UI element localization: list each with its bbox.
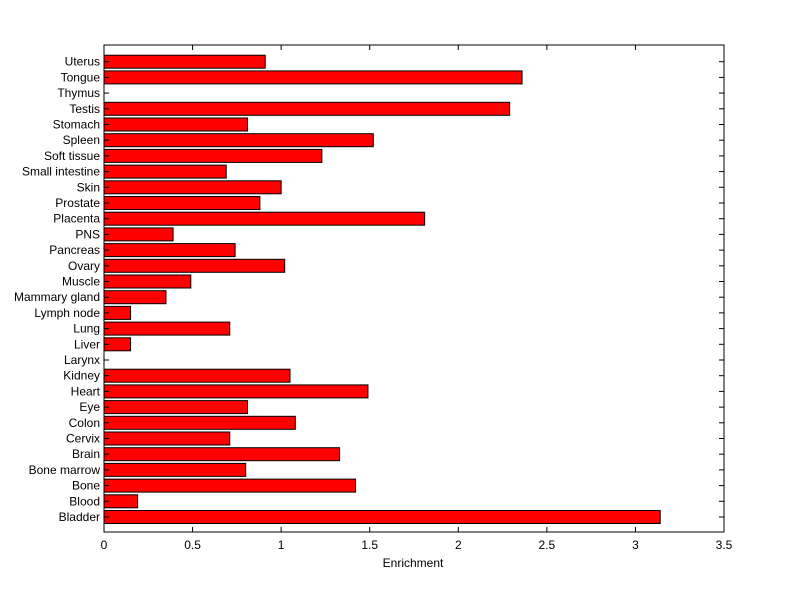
bar-mammary-gland <box>103 290 167 305</box>
x-tick-label: 2.5 <box>539 538 556 552</box>
x-axis-label: Enrichment <box>383 556 444 570</box>
y-tick-label: Thymus <box>57 86 100 100</box>
x-tick-label: 2 <box>455 538 462 552</box>
x-tick-label: 0.5 <box>184 538 201 552</box>
bar-pns <box>103 227 174 242</box>
bar-testis <box>103 101 511 116</box>
bar-cervix <box>103 431 231 446</box>
bar-kidney <box>103 368 291 383</box>
y-tick-label: Mammary gland <box>14 290 100 304</box>
bar-bone-marrow <box>103 462 247 477</box>
bar-blood <box>103 494 139 509</box>
bar-bladder <box>103 510 661 524</box>
bar-pancreas <box>103 243 236 258</box>
y-tick-label: Brain <box>72 447 100 461</box>
bars-group <box>103 54 661 524</box>
y-tick-label: Muscle <box>62 275 100 289</box>
y-tick-label: Bone marrow <box>29 463 101 477</box>
x-tick-label: 1.5 <box>361 538 378 552</box>
bar-prostate <box>103 196 261 210</box>
y-tick-label: Pancreas <box>49 243 100 257</box>
bar-tongue <box>103 70 523 85</box>
y-tick-label: Stomach <box>53 118 100 132</box>
bar-ovary <box>103 258 286 273</box>
y-tick-label: Prostate <box>55 196 100 210</box>
bar-spleen <box>103 133 374 148</box>
y-tick-label: Ovary <box>68 259 100 273</box>
bar-small-intestine <box>103 164 227 179</box>
y-tick-label: Placenta <box>53 212 100 226</box>
y-tick-label: Lung <box>73 322 100 336</box>
bar-soft-tissue <box>103 148 323 163</box>
y-tick-label: Testis <box>69 102 100 116</box>
bar-uterus <box>103 54 266 69</box>
y-tick-label: Spleen <box>63 133 100 147</box>
bar-heart <box>103 384 369 399</box>
bar-brain <box>103 447 341 462</box>
y-tick-label: Kidney <box>63 369 100 383</box>
bar-colon <box>103 415 296 430</box>
y-tick-label: Small intestine <box>22 165 100 179</box>
bar-placenta <box>103 211 426 226</box>
x-tick-label: 3 <box>632 538 639 552</box>
y-tick-label: Liver <box>74 337 100 351</box>
x-tick-label: 1 <box>278 538 285 552</box>
y-tick-label: Tongue <box>61 70 101 84</box>
y-tick-label: Cervix <box>66 432 100 446</box>
bar-eye <box>103 400 248 415</box>
x-axis-ticks: 0 0.5 1 1.5 2 2.5 3 3.5 <box>101 45 733 552</box>
y-tick-label: Colon <box>69 416 100 430</box>
bar-stomach <box>103 117 248 132</box>
y-tick-label: Bladder <box>59 510 100 524</box>
y-tick-label: Bone <box>72 479 100 493</box>
bar-skin <box>103 180 282 195</box>
y-tick-label: Eye <box>79 400 100 414</box>
bar-lung <box>103 321 231 336</box>
y-tick-label: Skin <box>77 180 100 194</box>
y-tick-label: Soft tissue <box>44 149 100 163</box>
y-tick-label: Larynx <box>64 353 100 367</box>
bar-muscle <box>103 274 192 289</box>
x-tick-label: 3.5 <box>716 538 733 552</box>
x-tick-label: 0 <box>101 538 108 552</box>
y-tick-label: Heart <box>71 384 101 398</box>
y-tick-label: Blood <box>69 494 100 508</box>
y-tick-label: PNS <box>75 227 100 241</box>
bar-bone <box>103 478 357 493</box>
y-tick-label: Uterus <box>65 55 100 69</box>
y-tick-label: Lymph node <box>34 306 100 320</box>
